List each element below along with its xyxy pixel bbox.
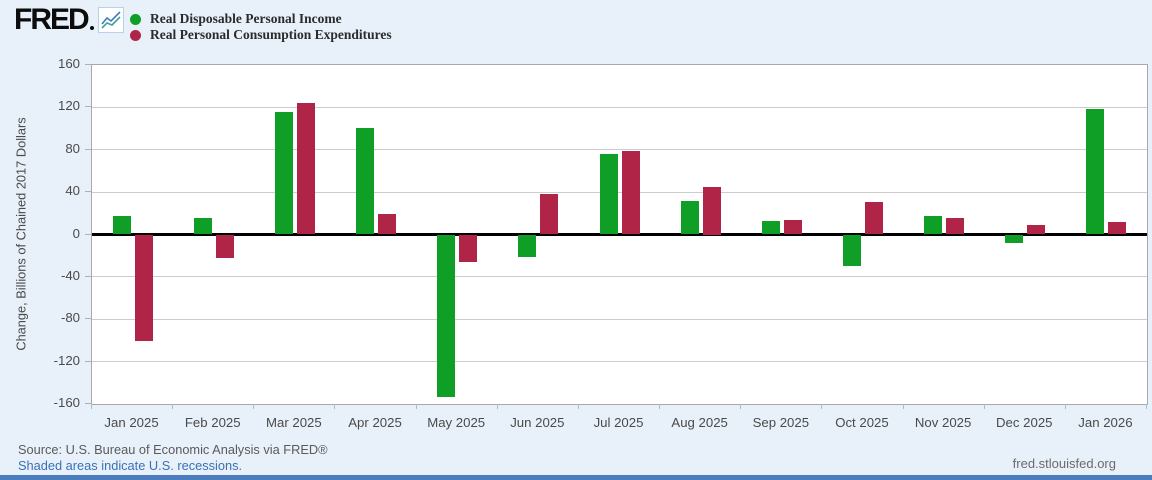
x-tick-label: Oct 2025 <box>835 415 889 430</box>
bar-rpce-sep-2025 <box>783 219 802 235</box>
bar-rpce-may-2025 <box>459 234 478 263</box>
x-tick-mark <box>172 404 174 409</box>
bar-rdpi-dec-2025 <box>1005 234 1024 243</box>
y-tick-label: 80 <box>65 140 80 156</box>
fred-logo[interactable]: FRED <box>14 3 124 36</box>
y-tick-mark <box>85 191 91 193</box>
bottom-blue-bar <box>0 475 1152 480</box>
x-tick-mark <box>1064 404 1066 409</box>
x-tick-mark <box>577 404 579 409</box>
bar-rpce-jun-2025 <box>540 194 559 235</box>
y-tick-label: -40 <box>60 267 80 283</box>
bar-rdpi-sep-2025 <box>761 220 780 235</box>
x-tick-label: Jan 2026 <box>1078 415 1133 430</box>
x-tick-label: Jul 2025 <box>593 415 644 430</box>
x-tick-mark <box>1146 404 1147 409</box>
y-tick-label: 160 <box>57 56 80 71</box>
y-tick-label: 120 <box>57 98 80 114</box>
y-tick-mark <box>85 360 91 362</box>
source-text: Source: U.S. Bureau of Economic Analysis… <box>18 442 328 457</box>
x-tick-label: Jan 2025 <box>104 415 159 430</box>
x-tick-mark <box>496 404 498 409</box>
bar-rdpi-jan-2025 <box>112 216 131 235</box>
fred-site-link[interactable]: fred.stlouisfed.org <box>1012 456 1116 471</box>
x-tick-mark <box>659 404 661 409</box>
legend-dot-green <box>130 13 141 25</box>
bar-rdpi-jan-2026 <box>1086 109 1105 235</box>
bar-rdpi-oct-2025 <box>842 234 861 267</box>
bar-rdpi-jun-2025 <box>518 234 537 257</box>
chart-plot-area <box>91 64 1148 405</box>
x-tick-label: Dec 2025 <box>996 415 1053 430</box>
x-tick-label: Feb 2025 <box>184 415 241 430</box>
legend-label-rdpi: Real Disposable Personal Income <box>150 11 342 26</box>
x-tick-mark <box>334 404 336 409</box>
y-tick-mark <box>85 106 91 108</box>
bar-rpce-jul-2025 <box>621 150 640 235</box>
gridline <box>92 276 1147 278</box>
x-tick-mark <box>983 404 985 409</box>
gridline <box>92 361 1147 363</box>
bar-rpce-dec-2025 <box>1027 224 1046 235</box>
x-tick-mark <box>740 404 742 409</box>
bar-rpce-apr-2025 <box>378 214 397 235</box>
gridline <box>92 318 1147 320</box>
x-tick-label: Jun 2025 <box>510 415 565 430</box>
x-tick-label: Mar 2025 <box>266 415 322 430</box>
x-tick-mark <box>821 404 823 409</box>
legend-label-rpce: Real Personal Consumption Expenditures <box>150 27 392 42</box>
bar-rdpi-feb-2025 <box>193 217 212 235</box>
legend-item-rdpi: Real Disposable Personal Income <box>130 11 392 27</box>
x-tick-mark <box>902 404 904 409</box>
x-tick-mark <box>415 404 417 409</box>
bar-rpce-mar-2025 <box>296 103 315 235</box>
bar-rpce-jan-2026 <box>1108 221 1127 235</box>
x-tick-mark <box>253 404 255 409</box>
x-tick-mark <box>91 404 92 409</box>
zero-axis-line <box>92 233 1147 236</box>
bar-rpce-feb-2025 <box>215 234 234 258</box>
y-tick-label: -120 <box>53 352 80 368</box>
y-tick-label: -160 <box>53 395 80 410</box>
y-tick-mark <box>85 64 91 65</box>
line-chart-sparkline-icon <box>97 7 124 33</box>
bar-rpce-aug-2025 <box>702 186 721 235</box>
x-tick-label: Sep 2025 <box>752 415 810 430</box>
y-tick-mark <box>85 275 91 277</box>
y-tick-mark <box>85 233 91 235</box>
x-tick-label: Aug 2025 <box>671 415 728 430</box>
y-tick-mark <box>85 148 91 150</box>
bar-rdpi-nov-2025 <box>924 216 943 235</box>
y-tick-label: -80 <box>60 310 80 326</box>
logo-registered-dot <box>89 26 94 30</box>
bar-rpce-oct-2025 <box>864 201 883 235</box>
y-axis-title: Change, Billions of Chained 2017 Dollars <box>13 117 29 351</box>
bar-rdpi-apr-2025 <box>356 127 375 235</box>
bar-rdpi-mar-2025 <box>274 111 293 235</box>
gridline <box>92 191 1147 193</box>
gridline <box>92 106 1147 108</box>
x-tick-label: Nov 2025 <box>914 415 972 430</box>
y-tick-mark <box>85 403 91 404</box>
x-tick-label: May 2025 <box>427 415 486 430</box>
bar-rdpi-jul-2025 <box>599 153 618 235</box>
legend-item-rpce: Real Personal Consumption Expenditures <box>130 27 392 43</box>
bar-rpce-jan-2025 <box>134 234 153 342</box>
y-tick-label: 40 <box>65 183 80 199</box>
bar-rdpi-may-2025 <box>437 234 456 397</box>
fred-logo-text: FRED <box>14 3 90 36</box>
gridline <box>92 149 1147 151</box>
recession-note-link[interactable]: Shaded areas indicate U.S. recessions. <box>18 458 243 473</box>
bar-rdpi-aug-2025 <box>680 200 699 235</box>
x-tick-label: Apr 2025 <box>348 415 402 430</box>
y-tick-label: 0 <box>72 225 80 241</box>
y-tick-mark <box>85 318 91 320</box>
bar-rpce-nov-2025 <box>946 217 965 235</box>
legend-dot-crimson <box>130 29 141 41</box>
chart-legend: Real Disposable Personal Income Real Per… <box>130 11 392 43</box>
